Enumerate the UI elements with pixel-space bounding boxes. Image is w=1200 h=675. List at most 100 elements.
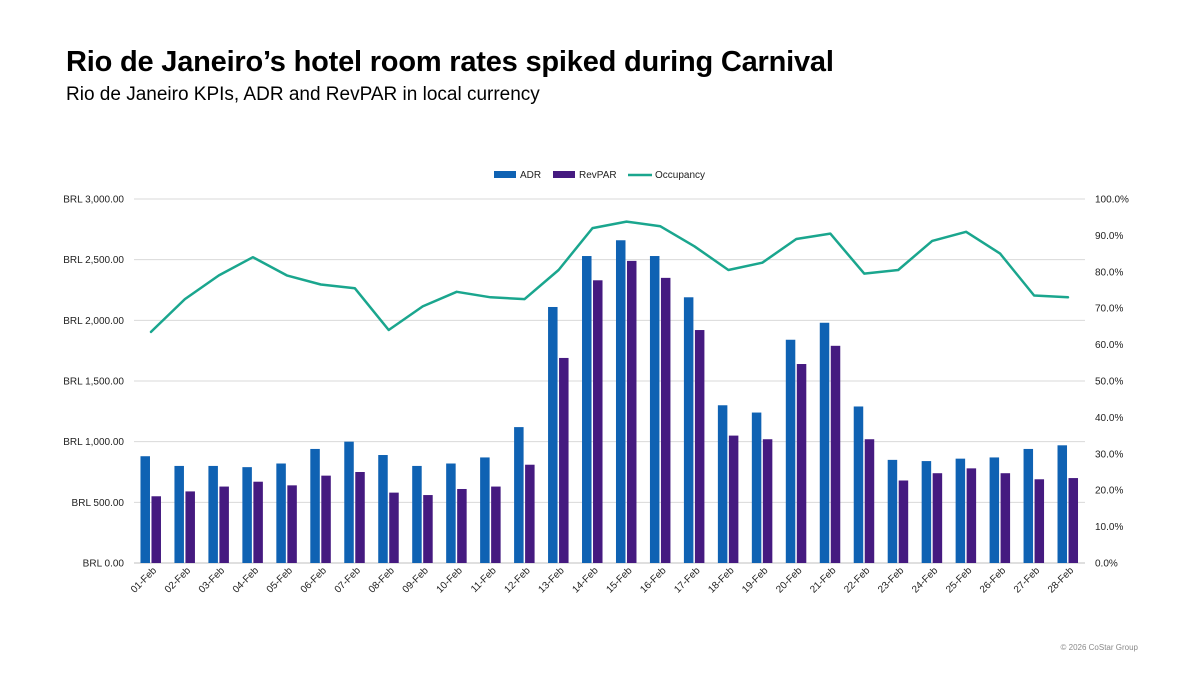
- y-right-tick-label: 40.0%: [1095, 413, 1123, 424]
- adr-bar: [615, 240, 626, 563]
- legend-occupancy-label: Occupancy: [655, 170, 705, 181]
- adr-bar: [276, 463, 286, 563]
- y-right-tick-label: 70.0%: [1095, 304, 1123, 315]
- adr-bar: [649, 256, 660, 563]
- adr-bar: [1023, 448, 1034, 563]
- revpar-bar: [559, 357, 569, 563]
- revpar-bar: [1000, 473, 1011, 563]
- x-tick-label: 25-Feb: [944, 565, 974, 595]
- adr-bar: [1057, 445, 1068, 563]
- adr-bar: [548, 306, 558, 563]
- legend-adr-swatch: [494, 171, 516, 178]
- revpar-bar: [796, 364, 807, 563]
- adr-bar: [683, 297, 694, 563]
- x-tick-label: 07-Feb: [333, 565, 363, 595]
- revpar-bar: [287, 485, 297, 563]
- adr-bar: [174, 465, 184, 563]
- revpar-bar: [694, 330, 705, 563]
- adr-bar: [921, 461, 932, 563]
- y-left-tick-label: BRL 3,000.00: [63, 195, 124, 206]
- chart-subtitle: Rio de Janeiro KPIs, ADR and RevPAR in l…: [66, 84, 540, 105]
- revpar-bar: [1068, 478, 1079, 563]
- revpar-bar: [626, 260, 637, 563]
- revpar-bar: [491, 486, 501, 563]
- adr-bar: [819, 322, 830, 563]
- legend-adr-label: ADR: [520, 170, 541, 181]
- revpar-bar: [728, 435, 739, 563]
- adr-bar: [717, 405, 728, 563]
- adr-bar: [751, 412, 762, 563]
- occupancy-line: [149, 220, 1070, 334]
- x-tick-label: 26-Feb: [978, 565, 1008, 595]
- adr-bar: [242, 467, 252, 563]
- revpar-bar: [660, 277, 671, 563]
- x-tick-label: 03-Feb: [197, 565, 227, 595]
- revpar-bar: [932, 473, 943, 563]
- revpar-bar: [762, 439, 773, 563]
- adr-bar: [582, 256, 592, 563]
- revpar-bar: [525, 464, 535, 563]
- x-tick-label: 13-Feb: [536, 565, 566, 595]
- x-tick-label: 10-Feb: [435, 565, 465, 595]
- x-tick-label: 06-Feb: [299, 565, 329, 595]
- x-tick-label: 01-Feb: [129, 565, 159, 595]
- x-tick-label: 14-Feb: [570, 565, 600, 595]
- legend-revpar-swatch: [553, 171, 575, 178]
- x-tick-label: 16-Feb: [638, 565, 668, 595]
- y-right-tick-label: 20.0%: [1095, 486, 1123, 497]
- adr-bar: [887, 459, 898, 563]
- x-tick-label: 22-Feb: [842, 565, 872, 595]
- y-right-tick-label: 50.0%: [1095, 377, 1123, 388]
- revpar-bar: [151, 496, 161, 563]
- x-tick-label: 20-Feb: [774, 565, 804, 595]
- x-tick-label: 17-Feb: [672, 565, 702, 595]
- adr-bar: [208, 465, 218, 563]
- adr-bar: [310, 448, 320, 563]
- legend: ADR RevPAR Occupancy: [494, 170, 705, 181]
- y-right-tick-label: 0.0%: [1095, 559, 1118, 570]
- revpar-bar: [1034, 479, 1045, 563]
- y-right-tick-label: 30.0%: [1095, 449, 1123, 460]
- revpar-bar: [321, 475, 331, 563]
- y-right-tick-label: 100.0%: [1095, 195, 1129, 206]
- y-right-tick-label: 60.0%: [1095, 340, 1123, 351]
- x-tick-label: 21-Feb: [808, 565, 838, 595]
- adr-bar: [378, 455, 388, 563]
- y-right-tick-label: 90.0%: [1095, 231, 1123, 242]
- adr-bar: [853, 406, 864, 563]
- x-tick-label: 12-Feb: [503, 565, 533, 595]
- revpar-bar: [389, 492, 399, 563]
- adr-bar: [344, 441, 354, 563]
- x-tick-label: 04-Feb: [231, 565, 261, 595]
- adr-bar: [446, 463, 456, 563]
- copyright-text: © 2026 CoStar Group: [1060, 643, 1139, 652]
- bar-series: [140, 240, 1079, 563]
- revpar-bar: [830, 345, 841, 563]
- revpar-bar: [219, 486, 229, 563]
- revpar-bar: [593, 280, 603, 563]
- x-tick-label: 11-Feb: [469, 565, 499, 595]
- x-tick-label: 18-Feb: [706, 565, 736, 595]
- legend-revpar-label: RevPAR: [579, 170, 617, 181]
- x-tick-label: 24-Feb: [910, 565, 940, 595]
- revpar-bar: [253, 481, 263, 563]
- revpar-bar: [966, 468, 977, 563]
- x-tick-label: 27-Feb: [1012, 565, 1042, 595]
- y-left-tick-label: BRL 2,000.00: [63, 316, 124, 327]
- y-left-tick-label: BRL 1,000.00: [63, 437, 124, 448]
- revpar-bar: [355, 472, 365, 563]
- x-tick-label: 09-Feb: [401, 565, 431, 595]
- adr-bar: [412, 465, 422, 563]
- revpar-bar: [457, 488, 467, 563]
- adr-bar: [955, 458, 966, 563]
- x-tick-label: 08-Feb: [367, 565, 397, 595]
- x-tick-label: 05-Feb: [265, 565, 295, 595]
- revpar-bar: [185, 491, 195, 563]
- y-right-tick-label: 10.0%: [1095, 522, 1123, 533]
- adr-bar: [514, 427, 524, 563]
- revpar-bar: [898, 480, 909, 563]
- y-left-tick-label: BRL 500.00: [72, 498, 125, 509]
- y-left-tick-label: BRL 1,500.00: [63, 377, 124, 388]
- x-tick-label: 23-Feb: [876, 565, 906, 595]
